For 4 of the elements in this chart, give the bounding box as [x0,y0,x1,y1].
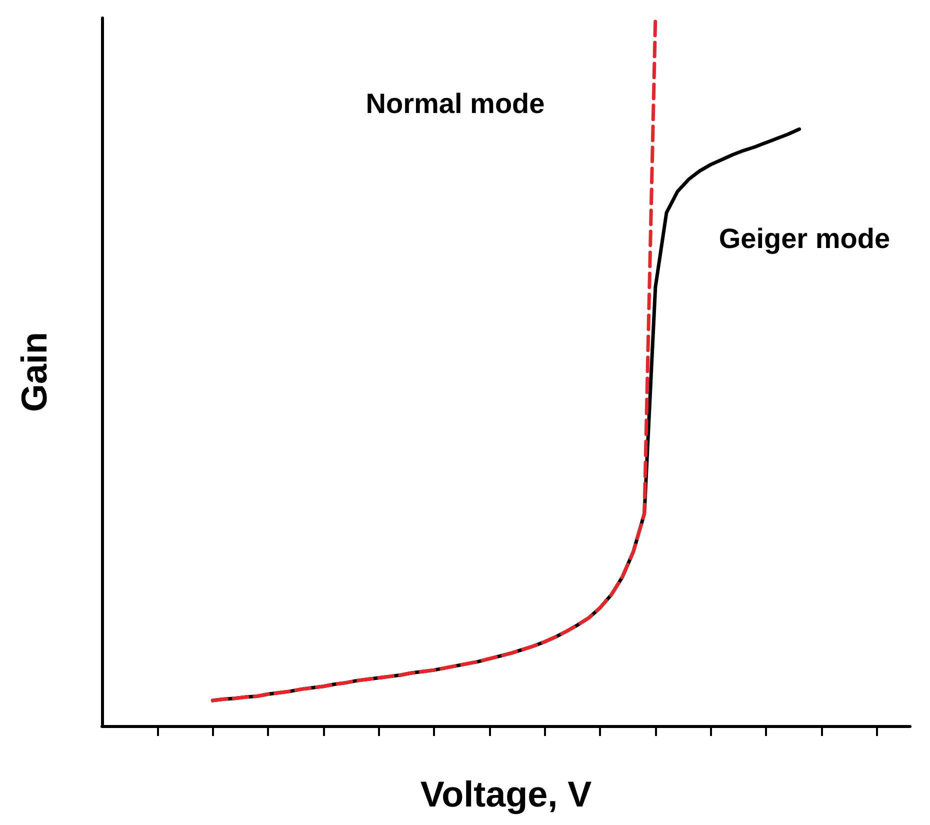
y-axis-title: Gain [14,332,54,412]
x-axis-title: Voltage, V [420,774,592,814]
annotation: Geiger mode [718,222,890,254]
annotation: Normal mode [366,88,545,119]
